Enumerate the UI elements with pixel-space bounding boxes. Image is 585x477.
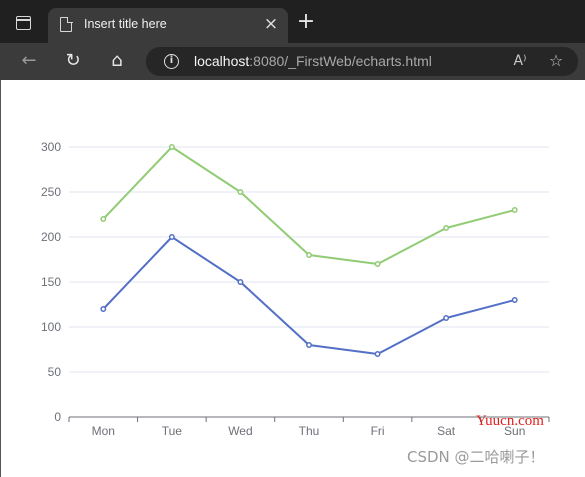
- read-aloud-icon[interactable]: A⁾: [513, 53, 527, 69]
- series-1-point-sat: [443, 315, 450, 321]
- y-tick-label-50: 50: [48, 365, 62, 379]
- y-tick-label-150: 150: [41, 275, 61, 289]
- x-tick-label-thu: Thu: [299, 424, 320, 438]
- series-1-point-tue: [168, 234, 175, 240]
- new-tab-icon[interactable]: +: [296, 9, 316, 34]
- x-tick-label-wed: Wed: [228, 424, 252, 438]
- y-tick-label-200: 200: [41, 230, 61, 244]
- series-1-point-wed: [237, 279, 244, 285]
- series-2-line: [102, 146, 515, 265]
- y-tick-label-100: 100: [41, 320, 61, 334]
- home-icon[interactable]: ⌂: [111, 50, 123, 71]
- x-tick-label-fri: Fri: [371, 424, 385, 438]
- page-content: 0 50 100 150 200 250 300 Mon Tue Wed Thu Fri Sat Sun …: [0, 80, 585, 477]
- favorite-add-icon[interactable]: ☆: [548, 51, 564, 70]
- url-text[interactable]: localhost:8080/_FirstWeb/echarts.html: [194, 53, 432, 69]
- page-icon: [60, 16, 73, 32]
- x-tick-label-tue: Tue: [162, 424, 183, 438]
- x-tick-label-mon: Mon: [92, 424, 115, 438]
- refresh-icon[interactable]: ↻: [65, 50, 81, 71]
- url-path: :8080/_FirstWeb/echarts.html: [249, 53, 432, 69]
- series-2-point-mon: [100, 216, 107, 222]
- line-chart: 0 50 100 150 200 250 300 Mon Tue Wed Thu Fri Sat Sun: [41, 140, 550, 438]
- tab-close-icon[interactable]: ×: [263, 14, 279, 34]
- series-1-point-sun: [511, 297, 518, 303]
- info-icon[interactable]: i: [164, 54, 179, 69]
- url-host: localhost: [194, 53, 250, 69]
- series-1-point-thu: [306, 342, 312, 348]
- tab-actions-icon[interactable]: [16, 16, 31, 30]
- address-bar[interactable]: i localhost:8080/_FirstWeb/echarts.html …: [146, 47, 578, 76]
- browser-tab[interactable]: Insert title here ×: [48, 8, 288, 43]
- y-tick-label-0: 0: [54, 410, 61, 424]
- series-2-point-thu: [306, 252, 312, 258]
- series-2-point-sat: [443, 225, 450, 231]
- series-1-point-mon: [100, 306, 107, 312]
- browser-toolbar: ← ↻ ⌂ i localhost:8080/_FirstWeb/echarts…: [0, 43, 585, 80]
- y-tick-label-300: 300: [41, 140, 61, 154]
- series-2-point-tue: [168, 144, 175, 150]
- back-arrow-icon[interactable]: ←: [21, 50, 37, 71]
- watermark-csdn: CSDN @二哈喇子！: [407, 448, 545, 466]
- x-tick-label-sun: Sun: [504, 424, 525, 438]
- tab-title: Insert title here: [84, 17, 167, 31]
- tab-bar: Insert title here × +: [0, 0, 585, 43]
- series-2-point-fri: [374, 261, 381, 267]
- series-2-point-wed: [237, 189, 244, 195]
- series-2-point-sun: [511, 207, 518, 213]
- x-tick-label-sat: Sat: [437, 424, 456, 438]
- y-tick-label-250: 250: [41, 185, 61, 199]
- series-1-point-fri: [374, 351, 381, 357]
- watermark-yuucn: Yuucn.com: [476, 413, 544, 429]
